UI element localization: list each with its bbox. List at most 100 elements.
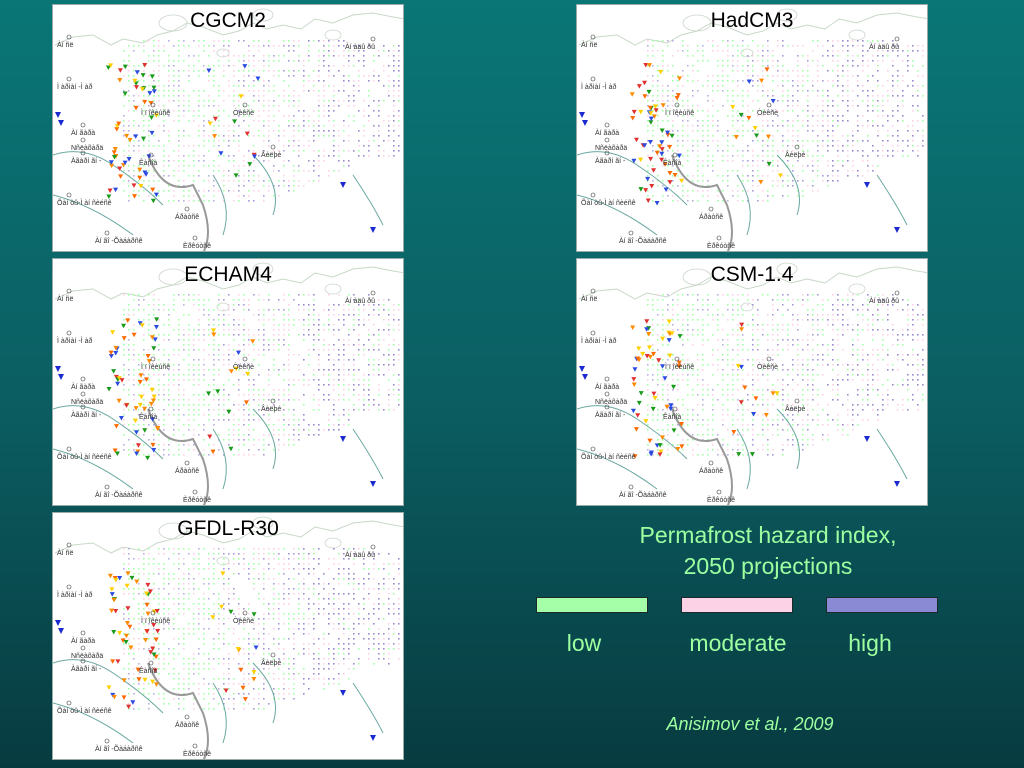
hazard-dot [158,145,160,147]
hazard-dot [128,185,130,187]
hazard-dot [313,135,315,137]
hazard-dot [837,95,839,97]
hazard-dot [897,130,899,132]
hazard-dot [348,314,350,316]
station-marker [660,336,666,342]
hazard-dot [767,40,769,42]
hazard-dot [393,110,395,112]
hazard-dot [243,309,245,311]
hazard-dot [652,165,654,167]
hazard-dot [288,60,290,62]
hazard-dot [912,329,914,331]
hazard-dot [727,160,729,162]
hazard-dot [697,60,699,62]
hazard-dot [173,304,175,306]
hazard-dot [388,90,390,92]
hazard-dot [393,140,395,142]
hazard-dot [817,165,819,167]
hazard-dot [273,100,275,102]
hazard-dot [318,314,320,316]
hazard-dot [183,444,185,446]
hazard-dot [862,175,864,177]
hazard-dot [772,319,774,321]
hazard-dot [887,394,889,396]
hazard-dot [398,150,400,152]
hazard-dot [872,120,874,122]
hazard-dot [178,85,180,87]
hazard-dot [742,125,744,127]
hazard-dot [762,110,764,112]
hazard-dot [168,444,170,446]
hazard-dot [348,329,350,331]
station-marker [657,144,663,149]
hazard-dot [672,105,674,107]
hazard-dot [862,379,864,381]
hazard-dot [173,45,175,47]
hazard-dot [353,309,355,311]
hazard-dot [687,414,689,416]
hazard-dot [792,85,794,87]
place-label: Êàñîà [663,412,681,421]
hazard-dot [258,135,260,137]
hazard-dot [368,80,370,82]
hazard-dot [847,369,849,371]
hazard-dot [767,444,769,446]
hazard-dot [667,324,669,326]
hazard-dot [383,150,385,152]
hazard-dot [847,299,849,301]
hazard-dot [752,130,754,132]
hazard-dot [737,80,739,82]
hazard-dot [857,314,859,316]
hazard-dot [787,45,789,47]
hazard-dot [253,185,255,187]
hazard-dot [203,155,205,157]
hazard-dot [203,309,205,311]
hazard-dot [822,394,824,396]
hazard-dot [737,399,739,401]
hazard-dot [378,115,380,117]
hazard-dot [398,45,400,47]
hazard-dot [218,90,220,92]
hazard-dot [737,449,739,451]
hazard-dot [388,55,390,57]
hazard-dot [677,379,679,381]
hazard-dot [687,65,689,67]
hazard-dot [647,50,649,52]
hazard-dot [253,419,255,421]
hazard-dot [837,314,839,316]
hazard-dot [907,45,909,47]
hazard-dot [228,553,230,555]
hazard-dot [123,434,125,436]
hazard-dot [807,70,809,72]
hazard-dot [822,299,824,301]
hazard-dot [163,90,165,92]
hazard-dot [762,324,764,326]
hazard-dot [817,140,819,142]
hazard-dot [872,339,874,341]
hazard-dot [358,384,360,386]
hazard-dot [338,145,340,147]
hazard-dot [223,299,225,301]
hazard-dot [298,140,300,142]
hazard-dot [123,314,125,316]
hazard-dot [288,434,290,436]
hazard-dot [288,125,290,127]
hazard-dot [128,424,130,426]
hazard-dot [283,414,285,416]
hazard-dot [692,309,694,311]
hazard-dot [213,389,215,391]
hazard-dot [657,439,659,441]
city-marker [590,34,596,40]
hazard-dot [727,65,729,67]
hazard-dot [163,304,165,306]
hazard-dot [817,329,819,331]
hazard-dot [183,105,185,107]
hazard-dot [213,100,215,102]
hazard-dot [178,160,180,162]
hazard-dot [822,424,824,426]
hazard-dot [807,339,809,341]
place-label: Áðàòñê [175,466,199,475]
hazard-dot [652,454,654,456]
hazard-dot [732,60,734,62]
hazard-dot [133,294,135,296]
